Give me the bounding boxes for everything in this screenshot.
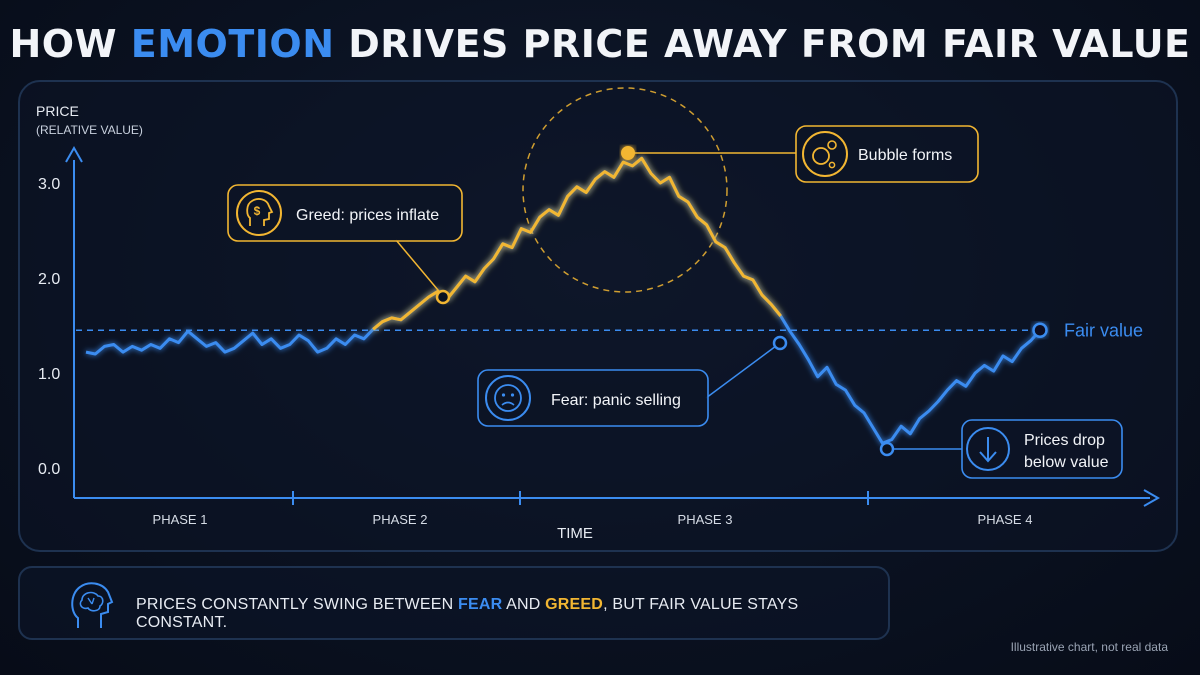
y-axis-label: PRICE [36, 103, 79, 119]
greed-callout [227, 184, 463, 242]
bubble-peak-marker [621, 146, 635, 160]
greed-head-dollar-icon: $ [236, 190, 282, 236]
sad-face-icon [485, 375, 531, 421]
title-suffix: DRIVES PRICE AWAY FROM FAIR VALUE [334, 22, 1191, 66]
fear-callout [477, 369, 709, 427]
fair-value-label: Fair value [1064, 320, 1143, 340]
y-tick-label: 1.0 [38, 366, 60, 383]
bubble-highlight-circle [522, 87, 728, 293]
page-title: HOW EMOTION DRIVES PRICE AWAY FROM FAIR … [0, 22, 1200, 66]
phase-label: PHASE 3 [678, 512, 733, 527]
brain-head-icon [71, 582, 114, 628]
fear-connector [705, 342, 781, 399]
summary-middle: AND [502, 596, 546, 613]
fair-value-marker [1032, 322, 1048, 338]
greed-marker [435, 289, 451, 305]
summary-suffix: , BUT FAIR VALUE STAYS CONSTANT. [136, 596, 799, 631]
fear-marker [772, 335, 788, 351]
title-accent: EMOTION [130, 22, 335, 66]
y-tick-label: 3.0 [38, 176, 60, 193]
y-axis-sublabel: (RELATIVE VALUE) [36, 123, 143, 137]
greed-connector [395, 239, 444, 297]
fear-label: Fear: panic selling [551, 392, 681, 409]
y-tick-label: 0.0 [38, 461, 60, 478]
phase-label: PHASE 4 [978, 512, 1033, 527]
arrow-down-icon [966, 427, 1010, 471]
summary-banner: PRICES CONSTANTLY SWING BETWEEN FEAR AND… [18, 566, 890, 640]
y-tick-label: 2.0 [38, 271, 60, 288]
drop-marker [879, 441, 895, 457]
disclaimer-note: Illustrative chart, not real data [1010, 640, 1168, 654]
price-line-greed [372, 156, 782, 331]
y-axis-arrow [65, 145, 83, 163]
price-chart: PRICE (RELATIVE VALUE) TIME 3.0 2.0 1.0 0.0… [36, 87, 1161, 542]
x-axis-label: TIME [557, 525, 593, 542]
svg-text:$: $ [254, 204, 261, 218]
drop-label-line2: below value [1024, 454, 1109, 471]
greed-label: Greed: prices inflate [296, 207, 439, 224]
bubble-label: Bubble forms [858, 147, 952, 164]
phase-label: PHASE 1 [153, 512, 208, 527]
x-axis-arrow [1143, 489, 1161, 507]
title-prefix: HOW [9, 22, 131, 66]
summary-text: PRICES CONSTANTLY SWING BETWEEN FEAR AND… [136, 596, 888, 632]
summary-fear: FEAR [458, 596, 503, 613]
phase-label: PHASE 2 [373, 512, 428, 527]
summary-prefix: PRICES CONSTANTLY SWING BETWEEN [136, 596, 458, 613]
bubbles-icon [802, 131, 848, 177]
summary-greed: GREED [545, 596, 604, 613]
drop-label-line1: Prices drop [1024, 432, 1105, 449]
